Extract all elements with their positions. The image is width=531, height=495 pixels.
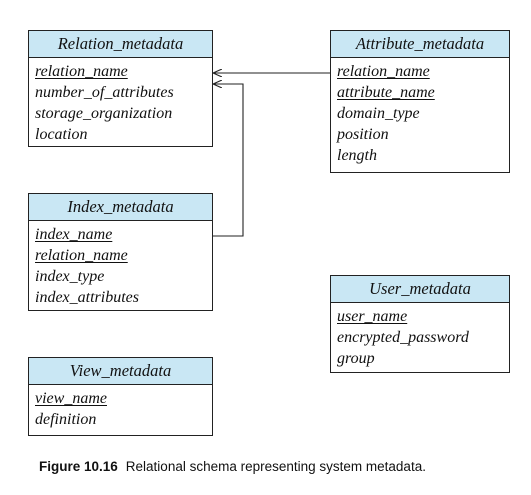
attribute-user-name: user_name	[337, 308, 408, 325]
view-metadata-table: View_metadata view_name definition	[28, 357, 213, 436]
attribute-attribute-name: attribute_name	[337, 84, 435, 101]
attribute-relation-name: relation_name	[337, 63, 430, 80]
attribute-storage-organization: storage_organization	[35, 105, 173, 122]
attribute-index-type: index_type	[35, 268, 105, 285]
attribute-list: relation_name number_of_attributes stora…	[29, 58, 212, 149]
attribute-relation-name: relation_name	[35, 247, 128, 264]
attribute-list: relation_name attribute_name domain_type…	[331, 58, 509, 170]
attribute-group: group	[337, 350, 375, 367]
index-metadata-table: Index_metadata index_name relation_name …	[28, 193, 213, 311]
table-title: Attribute_metadata	[331, 31, 509, 58]
table-title: View_metadata	[29, 358, 212, 385]
table-title: User_metadata	[331, 276, 509, 303]
attribute-metadata-table: Attribute_metadata relation_name attribu…	[330, 30, 510, 173]
attribute-list: view_name definition	[29, 385, 212, 434]
user-metadata-table: User_metadata user_name encrypted_passwo…	[330, 275, 510, 373]
table-title: Index_metadata	[29, 194, 212, 221]
attribute-definition: definition	[35, 411, 97, 428]
attribute-relation-name: relation_name	[35, 63, 128, 80]
figure-caption-label: Figure 10.16	[39, 459, 118, 474]
attribute-length: length	[337, 147, 377, 164]
table-title: Relation_metadata	[29, 31, 212, 58]
attribute-position: position	[337, 126, 389, 143]
attribute-index-attributes: index_attributes	[35, 289, 139, 306]
attribute-view-name: view_name	[35, 390, 107, 407]
fk-index-to-relation-line	[213, 84, 244, 237]
attribute-domain-type: domain_type	[337, 105, 420, 122]
attribute-list: user_name encrypted_password group	[331, 303, 509, 373]
attribute-list: index_name relation_name index_type inde…	[29, 221, 212, 312]
attribute-location: location	[35, 126, 88, 143]
attribute-encrypted-password: encrypted_password	[337, 329, 469, 346]
relation-metadata-table: Relation_metadata relation_name number_o…	[28, 30, 213, 147]
figure-caption: Figure 10.16 Relational schema representi…	[39, 459, 426, 474]
figure-caption-text: Relational schema representing system me…	[125, 459, 426, 474]
attribute-number-of-attributes: number_of_attributes	[35, 84, 174, 101]
attribute-index-name: index_name	[35, 226, 113, 243]
